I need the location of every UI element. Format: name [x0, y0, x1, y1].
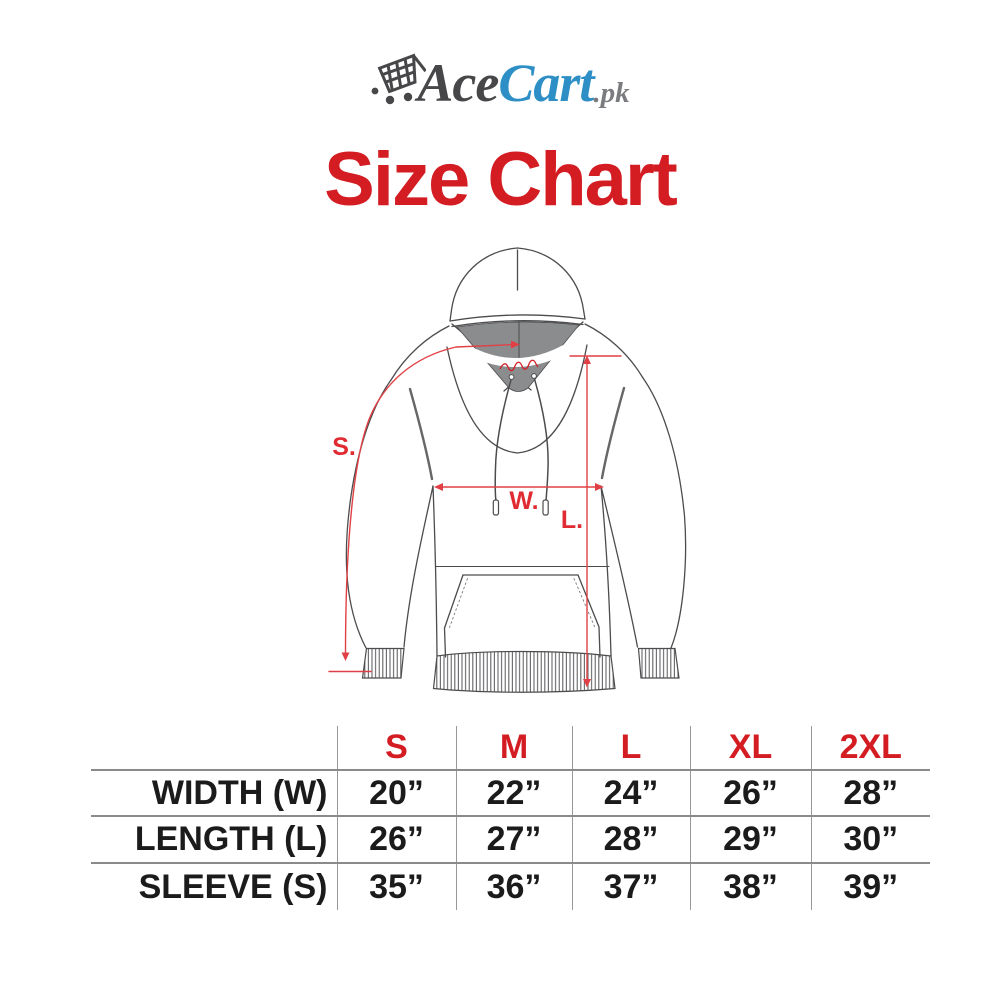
col-header-xl: XL	[689, 726, 811, 770]
sleeve-s: 35”	[336, 862, 456, 910]
brand-ace: Ace	[417, 53, 499, 113]
sleeve-m: 36”	[455, 862, 572, 910]
table-row-length: LENGTH (L) 26” 27” 28” 29” 30”	[91, 815, 930, 863]
length-m: 27”	[455, 815, 572, 863]
length-xl: 29”	[689, 815, 811, 863]
corner-cell	[91, 726, 337, 770]
col-header-l: L	[571, 726, 690, 770]
sleeve-l: 37”	[571, 862, 690, 910]
hoodie-outline	[345, 247, 687, 658]
table-row-sleeve: SLEEVE (S) 35” 36” 37” 38” 39”	[91, 862, 930, 910]
brand-wordmark: AceCart	[417, 53, 594, 113]
row-label-length: LENGTH (L)	[91, 815, 337, 863]
size-table-header-row: S M L XL 2XL	[91, 726, 930, 770]
shoulder-seams	[408, 386, 626, 481]
length-2xl: 30”	[810, 815, 930, 863]
hood-brand-script	[499, 359, 539, 372]
brand-cart: Cart	[498, 53, 594, 113]
col-header-s: S	[336, 726, 456, 770]
sleeve-label: S.	[332, 433, 356, 461]
ribbed-trim	[361, 647, 680, 693]
table-row-width: WIDTH (W) 20” 22” 24” 26” 28”	[91, 769, 930, 816]
width-xl: 26”	[689, 769, 811, 816]
hoodie-diagram: S. W. L.	[328, 247, 687, 693]
width-m: 22”	[455, 769, 572, 816]
measurement-lines	[328, 343, 622, 684]
row-label-sleeve: SLEEVE (S)	[91, 862, 337, 910]
sleeve-measure-line	[344, 343, 517, 655]
brand-logo: AceCart .pk	[0, 48, 1000, 110]
hood-interior	[456, 321, 580, 392]
row-label-width: WIDTH (W)	[91, 769, 337, 816]
measurement-arrowheads	[341, 340, 604, 688]
width-2xl: 28”	[810, 769, 930, 816]
width-s: 20”	[336, 769, 456, 816]
length-label: L.	[561, 506, 583, 534]
width-label: W.	[509, 487, 538, 515]
width-l: 24”	[571, 769, 690, 816]
drawstrings	[492, 373, 549, 516]
size-table: S M L XL 2XL WIDTH (W) 20” 22” 24” 26” 2…	[91, 726, 930, 910]
brand-tld: .pk	[593, 77, 630, 109]
sleeve-xl: 38”	[689, 862, 811, 910]
col-header-2xl: 2XL	[810, 726, 930, 770]
length-l: 28”	[571, 815, 690, 863]
col-header-m: M	[455, 726, 572, 770]
sleeve-2xl: 39”	[810, 862, 930, 910]
length-s: 26”	[336, 815, 456, 863]
page-title: Size Chart	[324, 137, 678, 222]
shopping-cart-icon	[371, 53, 427, 105]
